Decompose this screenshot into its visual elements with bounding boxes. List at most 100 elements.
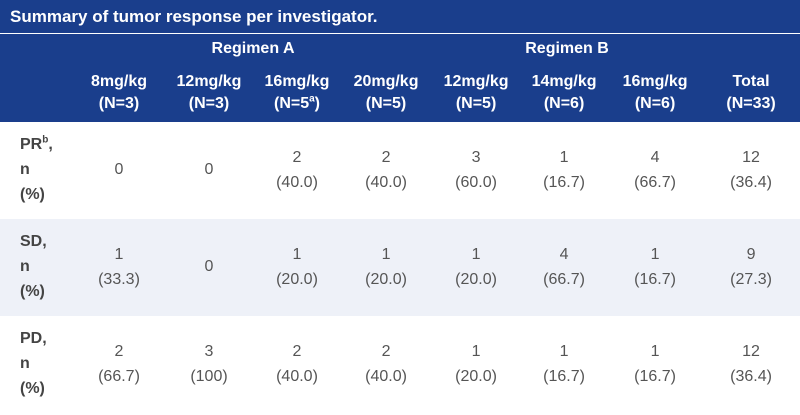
corner-cell: [0, 34, 74, 64]
cell-percent: (16.7): [543, 367, 585, 385]
table-cell: 4 (66.7): [520, 219, 609, 316]
table-cell: 1 (20.0): [432, 316, 520, 413]
table-cell: 0: [164, 122, 254, 219]
cell-percent: (66.7): [98, 367, 140, 385]
cell-count: 1: [650, 342, 660, 360]
table-cell: 3 (60.0): [432, 122, 520, 219]
col-dose: 8mg/kg: [90, 72, 147, 90]
table-cell: 2 (40.0): [254, 316, 340, 413]
cell-count: 1: [471, 342, 481, 360]
row-header: PRb, n (%): [0, 122, 74, 219]
row-label-n: n: [20, 355, 30, 373]
col-n: (N=5): [455, 95, 497, 112]
row-label-pct: (%): [20, 379, 45, 397]
row-label-n: n: [20, 161, 30, 179]
cell-percent: (20.0): [276, 270, 318, 288]
col-header: 12mg/kg (N=5): [432, 64, 521, 122]
col-dose: 16mg/kg: [622, 72, 688, 90]
cell-percent: (27.3): [730, 270, 772, 288]
cell-percent: (16.7): [634, 367, 676, 385]
cell-percent: (40.0): [276, 367, 318, 385]
col-n: (N=33): [726, 95, 776, 112]
cell-percent: (36.4): [730, 173, 772, 191]
row-label-pct: (%): [20, 282, 45, 300]
cell-count: 3: [204, 342, 214, 360]
col-header: 16mg/kg (N=6): [608, 64, 703, 122]
table-cell: 1 (16.7): [520, 122, 608, 219]
col-dose: 20mg/kg: [353, 72, 419, 90]
cell-count: 4: [559, 245, 569, 263]
cell-count: 0: [204, 258, 214, 276]
cell-count: 0: [114, 161, 124, 179]
cell-percent: (20.0): [365, 270, 407, 288]
footnote-marker: b: [42, 134, 49, 146]
corner-cell: [0, 64, 74, 122]
cell-count: 12: [742, 342, 760, 360]
cell-percent: (40.0): [365, 367, 407, 385]
cell-count: 3: [471, 148, 481, 166]
table-cell: 2 (40.0): [340, 316, 432, 413]
table-cell: 0: [74, 122, 164, 219]
col-header: 16mg/kg (N=5a): [254, 64, 340, 122]
cell-count: 2: [292, 342, 302, 360]
group-header-regimen-b: Regimen B: [432, 34, 703, 64]
col-dose: 16mg/kg: [264, 72, 330, 90]
table-cell: 1 (33.3): [74, 219, 164, 316]
col-n: (N=5: [273, 95, 310, 112]
col-header: 8mg/kg (N=3): [74, 64, 164, 122]
cell-count: 2: [381, 148, 391, 166]
cell-percent: (36.4): [730, 367, 772, 385]
cell-count: 1: [471, 245, 481, 263]
table-row: PRb, n (%) 0 0 2 (40.0) 2 (40.0) 3 (60.0) 1 (16.7) 4 (…: [0, 122, 800, 219]
row-header: SD, n (%): [0, 219, 74, 316]
col-n: (N=6): [634, 95, 676, 112]
cell-count: 1: [292, 245, 302, 263]
table-cell: 2 (40.0): [254, 122, 340, 219]
cell-count: 4: [650, 148, 660, 166]
cell-count: 12: [742, 148, 760, 166]
row-label: SD,: [20, 233, 47, 251]
row-label-suffix: ,: [48, 136, 53, 154]
col-header: Total (N=33): [702, 64, 800, 122]
row-label-n: n: [20, 258, 30, 276]
row-label: PR: [20, 136, 43, 154]
cell-percent: (20.0): [455, 270, 497, 288]
cell-count: 1: [559, 342, 569, 360]
cell-count: 0: [204, 161, 214, 179]
table-cell: 2 (66.7): [74, 316, 164, 413]
col-dose: Total: [732, 72, 770, 90]
cell-count: 2: [381, 342, 391, 360]
cell-count: 1: [650, 245, 660, 263]
col-n: (N=6): [543, 95, 585, 112]
col-dose: 12mg/kg: [443, 72, 509, 90]
table-caption: Summary of tumor response per investigat…: [0, 0, 800, 34]
cell-percent: (66.7): [634, 173, 676, 191]
table-cell: 4 (66.7): [608, 122, 702, 219]
cell-percent: (60.0): [455, 173, 497, 191]
cell-percent: (33.3): [98, 270, 140, 288]
cell-percent: (16.7): [543, 173, 585, 191]
table-cell: 1 (16.7): [520, 316, 608, 413]
table-cell: 1 (16.7): [608, 316, 702, 413]
cell-percent: (40.0): [276, 173, 318, 191]
table-row: PD, n (%) 2 (66.7) 3 (100) 2 (40.0) 2 (40.0) 1 (20.0…: [0, 316, 800, 413]
cell-count: 2: [292, 148, 302, 166]
cell-percent: (66.7): [543, 270, 585, 288]
table-cell: 1 (20.0): [432, 219, 521, 316]
col-n: (N=3): [98, 95, 140, 112]
table-cell: 12 (36.4): [702, 316, 800, 413]
cell-count: 2: [114, 342, 124, 360]
table-cell: 2 (40.0): [340, 122, 432, 219]
col-header: 12mg/kg (N=3): [164, 64, 254, 122]
footnote-marker: a: [309, 93, 315, 105]
cell-count: 1: [114, 245, 124, 263]
col-n-close: ): [314, 95, 320, 112]
tumor-response-table: Regimen A Regimen B 8mg/kg (N=3) 12mg/kg (…: [0, 34, 800, 413]
group-header-regimen-a: Regimen A: [74, 34, 433, 64]
cell-count: 1: [559, 148, 569, 166]
table-cell: 1 (20.0): [254, 219, 340, 316]
table-row: SD, n (%) 1 (33.3) 0 1 (20.0) 1 (20.0) 1 (20.0) 4 (66…: [0, 219, 800, 316]
col-dose: 12mg/kg: [176, 72, 242, 90]
row-label-pct: (%): [20, 185, 45, 203]
cell-percent: (20.0): [455, 367, 497, 385]
